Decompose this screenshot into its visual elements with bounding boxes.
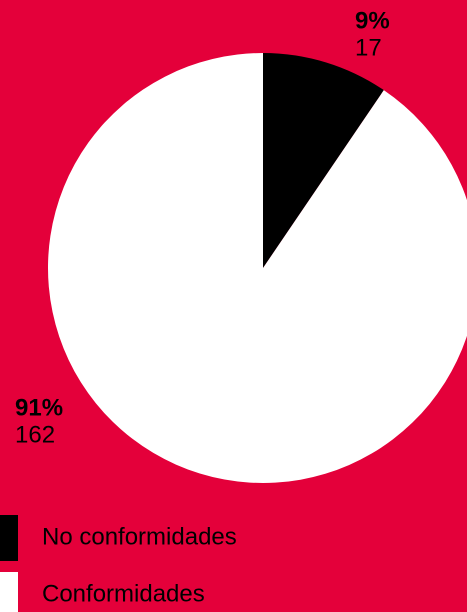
legend-label: No conformidades (42, 523, 237, 550)
percent-label: 91% (15, 394, 63, 421)
legend-swatch (0, 572, 18, 612)
value-label: 17 (355, 34, 382, 61)
pie-slice (263, 53, 384, 268)
percent-label: 9% (355, 7, 390, 34)
value-label: 162 (15, 421, 55, 448)
legend-label: Conformidades (42, 580, 205, 607)
pie-slice (48, 53, 467, 483)
legend-swatch (0, 515, 18, 561)
